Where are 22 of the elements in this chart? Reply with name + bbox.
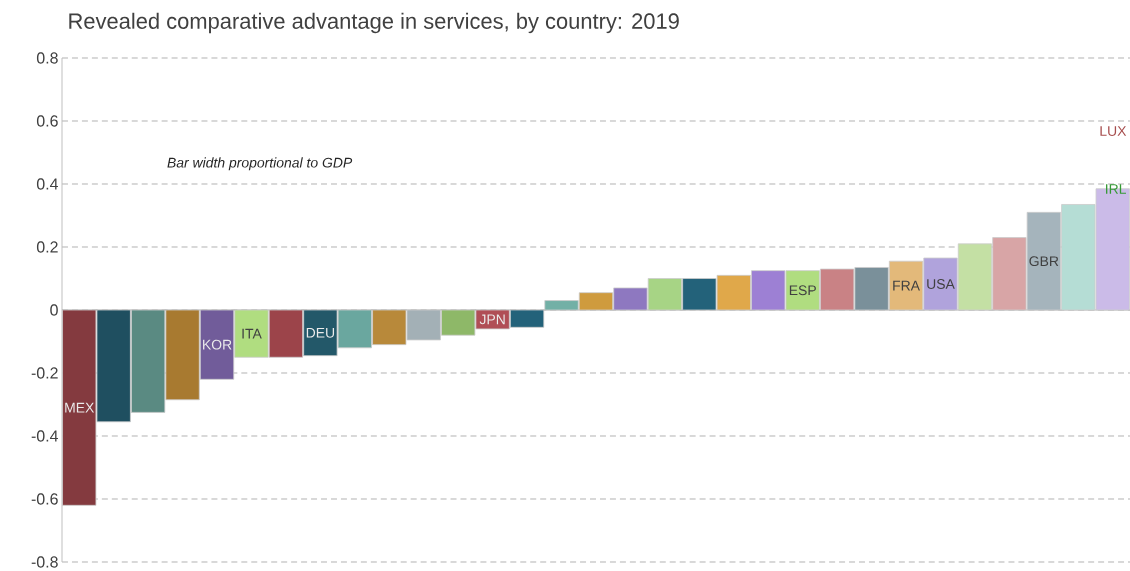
y-tick-label: 0.2 (36, 241, 58, 253)
chart-title: Revealed comparative advantage in services, by country: 2019 (69, 12, 679, 34)
y-tick-label: 0 (50, 304, 58, 316)
y-tick-label: -0.6 (31, 493, 58, 505)
y-tick-label: -0.4 (31, 430, 59, 442)
annotation: Bar width proportional to GDP (167, 157, 353, 171)
y-tick-label: -0.8 (31, 556, 58, 568)
annotation: IRL (1106, 184, 1126, 194)
x-tick-label: FRA (893, 280, 920, 291)
y-tick-label: 0.4 (36, 178, 59, 190)
y-tick-label: 0.8 (36, 52, 58, 64)
x-tick-label: GBR (1029, 256, 1059, 267)
x-tick-label: ESP (789, 285, 816, 296)
x-tick-label: JPN (479, 314, 505, 325)
x-tick-label: ITA (242, 328, 262, 339)
y-tick-label: 0.6 (36, 115, 58, 127)
x-tick-label: USA (927, 279, 955, 289)
x-tick-label: KOR (203, 339, 232, 350)
y-tick-label: -0.2 (31, 367, 58, 379)
x-tick-label: MEX (65, 402, 95, 413)
annotation: LUX (1100, 126, 1127, 136)
x-tick-label: DEU (306, 327, 335, 338)
